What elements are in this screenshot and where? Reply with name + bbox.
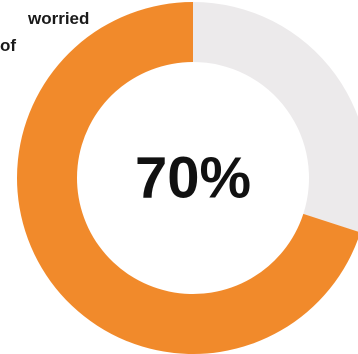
donut-slice-remainder <box>193 2 358 232</box>
donut-slice-filled <box>17 2 358 354</box>
caption-line-1: worried <box>28 9 90 28</box>
caption-line-2: of <box>0 36 17 55</box>
donut-slices <box>17 2 358 354</box>
center-percentage-label: 70% <box>135 146 251 211</box>
